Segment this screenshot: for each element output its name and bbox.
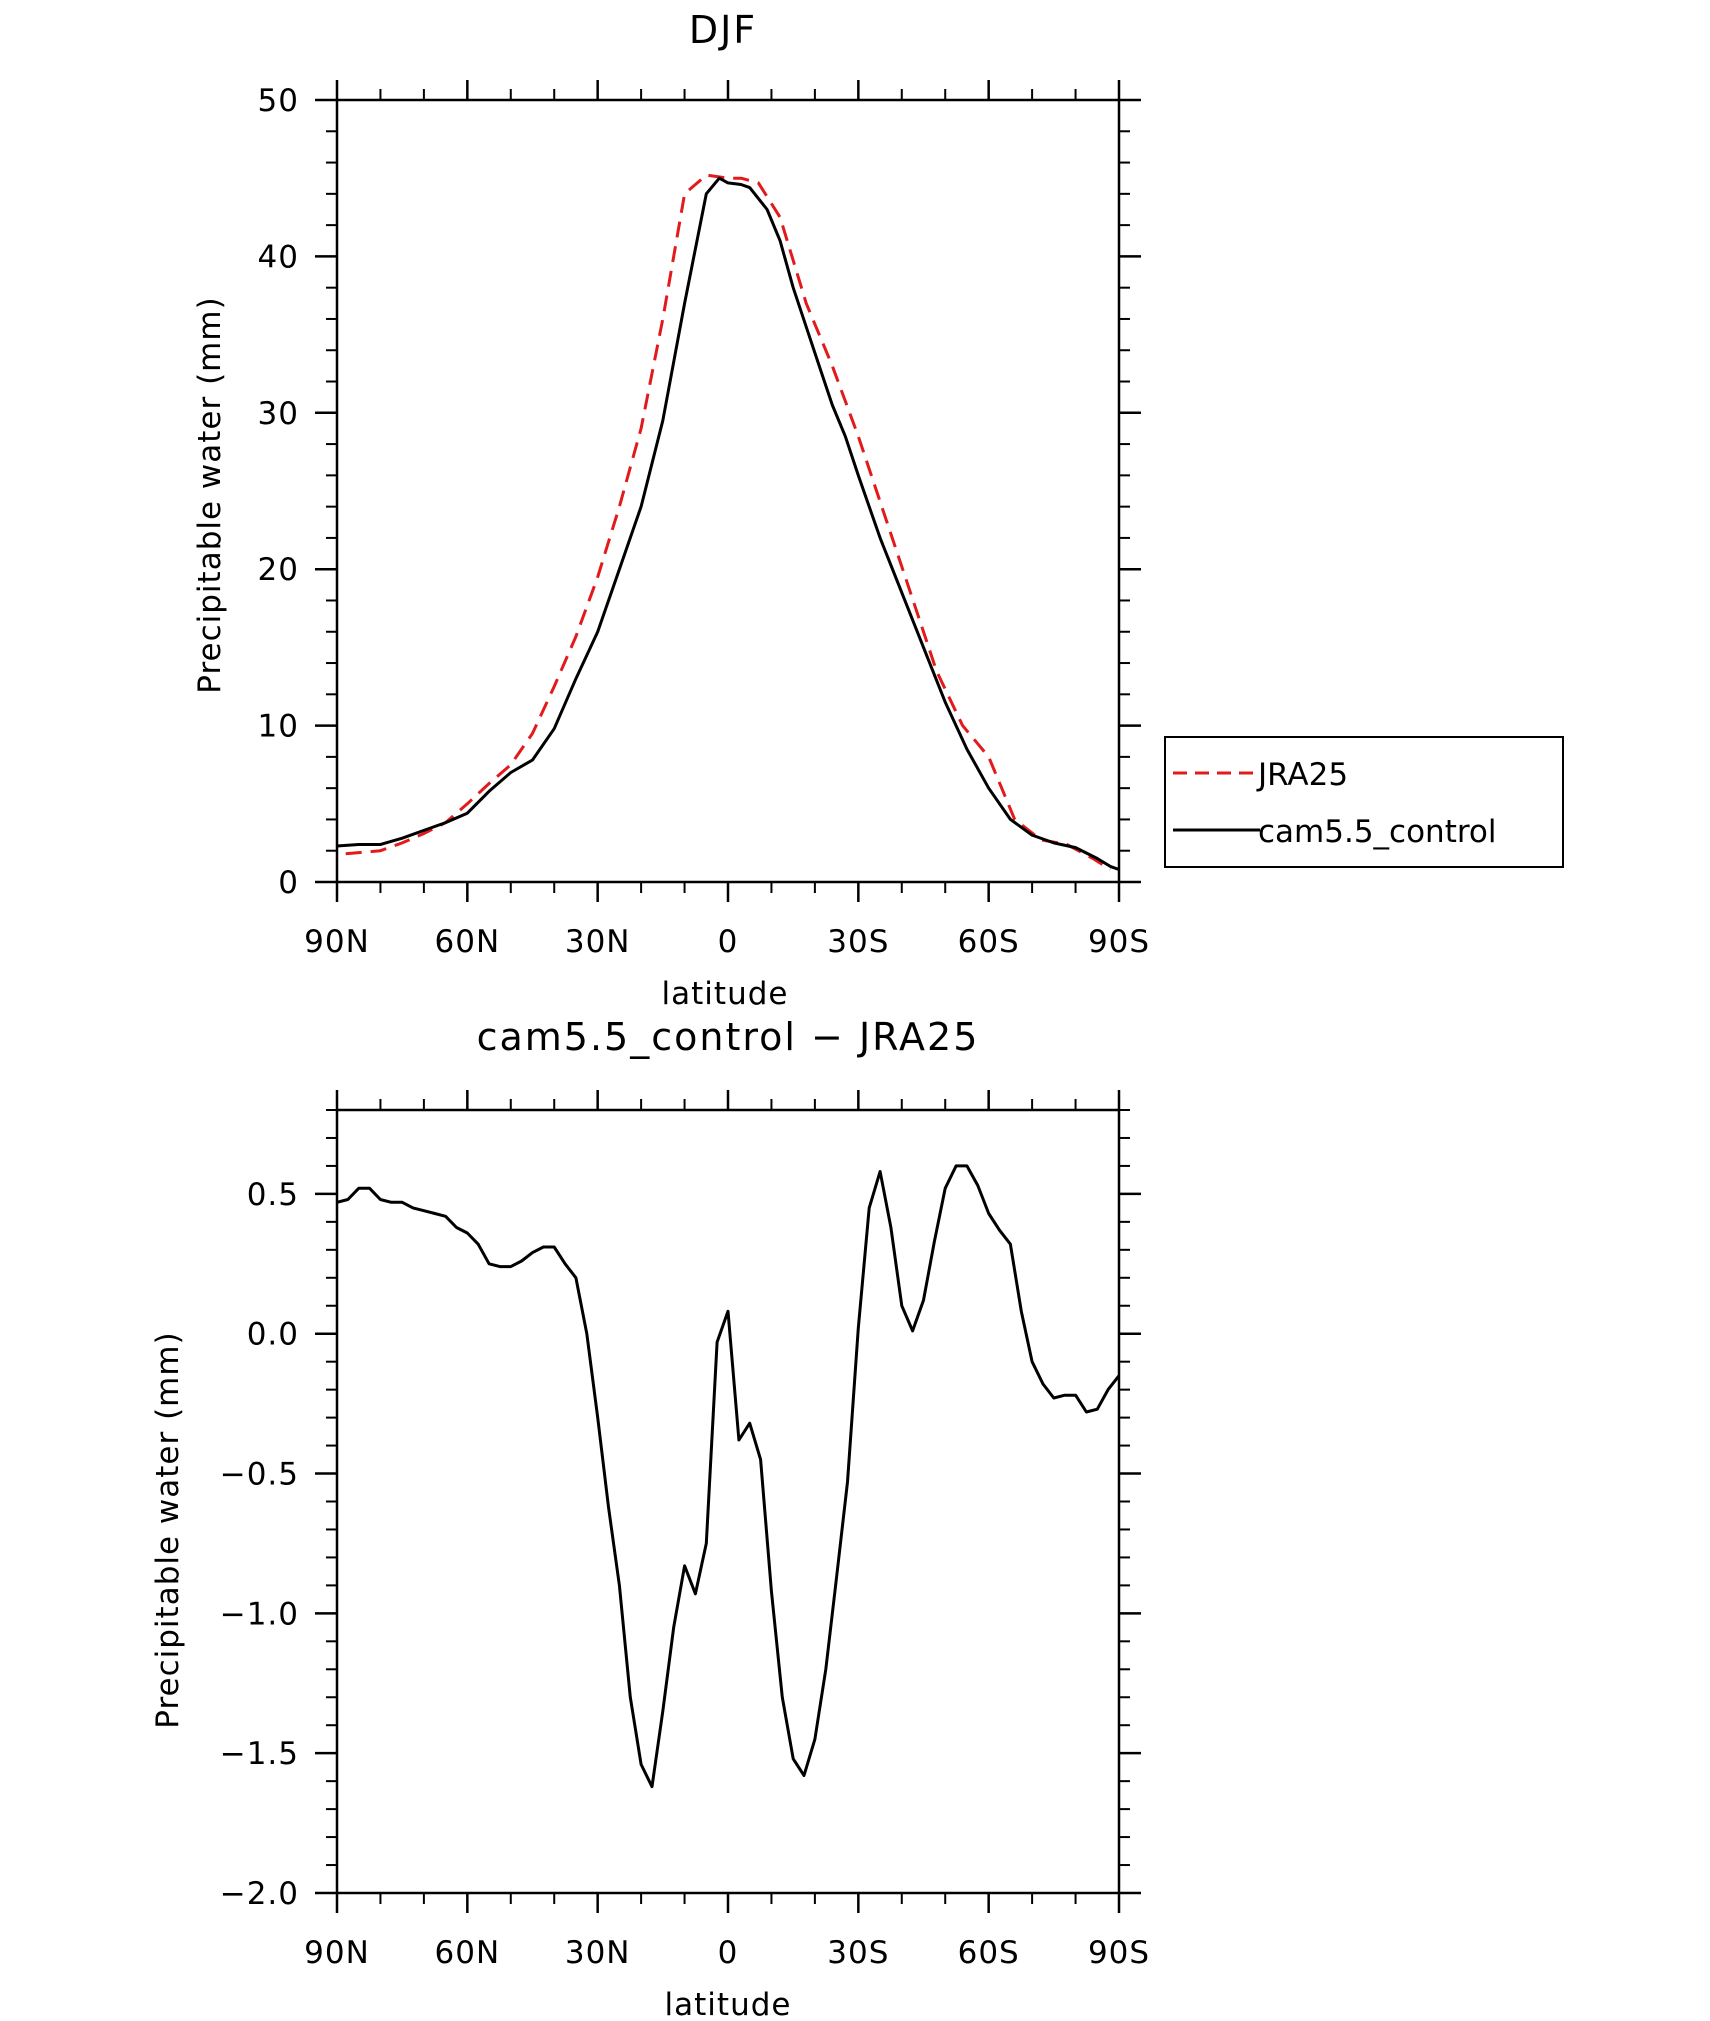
difference-y-tick-label: −2.0 — [220, 1876, 299, 1912]
difference-x-tick-label: 30S — [827, 1935, 889, 1971]
difference-x-tick-label: 90S — [1088, 1935, 1150, 1971]
djf-x-tick-label: 30S — [827, 924, 889, 960]
difference-x-tick-label: 0 — [718, 1935, 739, 1971]
difference-y-tick-label: −1.0 — [220, 1596, 299, 1632]
djf-x-tick-label: 90N — [304, 924, 370, 960]
djf-y-tick-label: 20 — [258, 552, 299, 588]
djf-line-cam5-5-control — [336, 176, 1120, 871]
legend-jra25-label: JRA25 — [1256, 757, 1348, 793]
djf-y-tick-label: 10 — [258, 709, 299, 745]
legend-cam55-label: cam5.5_control — [1258, 814, 1497, 850]
difference-x-axis-label: latitude — [665, 1987, 792, 2021]
djf-title: DJF — [689, 8, 757, 52]
djf-y-axis-label: Precipitable water (mm) — [192, 296, 228, 693]
djf-panel: DJF 90N 60N 30N 0 30S 60S 90S 0 10 20 30 40 50 latit… — [192, 8, 1564, 1012]
difference-y-tick-label: 0.0 — [247, 1317, 299, 1353]
difference-x-tick-label: 60S — [958, 1935, 1020, 1971]
djf-x-tick-label: 60N — [435, 924, 501, 960]
djf-y-tick-label: 50 — [258, 83, 299, 119]
djf-x-tick-label: 90S — [1088, 924, 1150, 960]
difference-x-tick-label: 30N — [565, 1935, 631, 1971]
djf-x-tick-label: 0 — [718, 924, 739, 960]
difference-y-axis-label: Precipitable water (mm) — [150, 1331, 186, 1728]
djf-x-tick-label: 30N — [565, 924, 631, 960]
difference-x-tick-label: 90N — [304, 1935, 370, 1971]
djf-y-tick-label: 30 — [258, 396, 299, 432]
difference-plot-area: 90N 60N 30N 0 30S 60S 90S −2.0 −1.5 −1.0 −0.5 0.0 0.… — [220, 1090, 1150, 1971]
difference-y-tick-label: −1.5 — [220, 1736, 299, 1772]
legend: JRA25 cam5.5_control — [1164, 736, 1564, 868]
difference-x-tick-label: 60N — [435, 1935, 501, 1971]
djf-plot-area: 90N 60N 30N 0 30S 60S 90S 0 10 20 30 40 50 — [258, 80, 1150, 960]
difference-y-tick-label: −0.5 — [220, 1457, 299, 1493]
difference-line-series-0 — [336, 1164, 1121, 1789]
djf-y-tick-label: 40 — [258, 239, 299, 275]
djf-y-tick-label: 0 — [278, 865, 299, 901]
djf-x-axis-label: latitude — [662, 976, 789, 1012]
difference-title: cam5.5_control − JRA25 — [477, 1015, 980, 1059]
djf-line-jra25 — [345, 173, 1112, 871]
difference-y-tick-label: 0.5 — [247, 1177, 299, 1213]
djf-x-tick-label: 60S — [958, 924, 1020, 960]
difference-panel: cam5.5_control − JRA25 90N 60N 30N 0 30S 60S 9… — [150, 1015, 1150, 2021]
legend-box — [1164, 736, 1564, 868]
